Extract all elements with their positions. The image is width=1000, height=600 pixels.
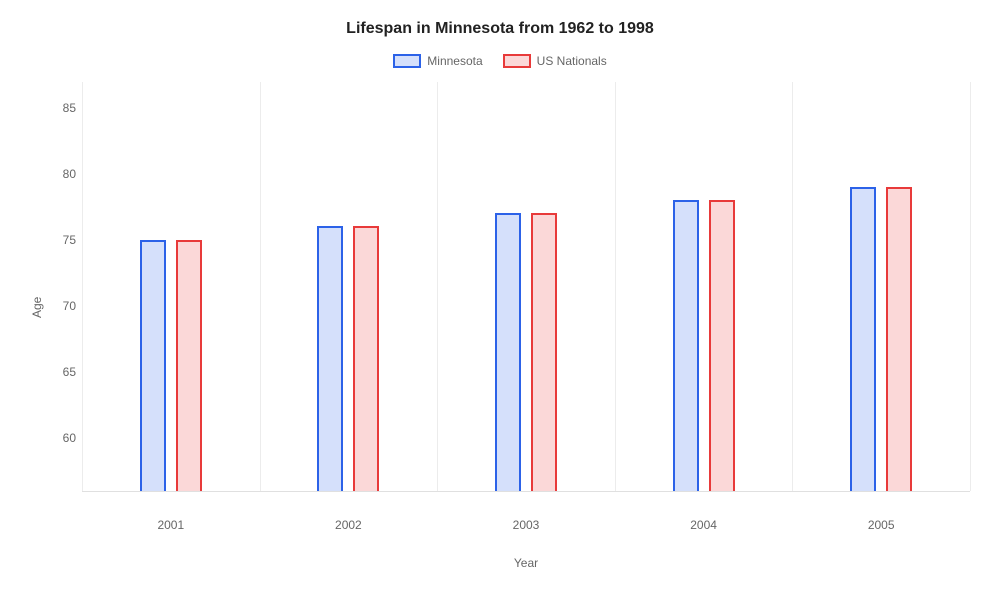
y-tick: 80: [63, 167, 76, 181]
bar-group: [317, 226, 379, 491]
legend-item[interactable]: Minnesota: [393, 54, 482, 68]
y-tick: 70: [63, 299, 76, 313]
bar-group: [850, 187, 912, 491]
bar-group: [673, 200, 735, 491]
x-tick: 2001: [157, 518, 184, 532]
legend-label: Minnesota: [427, 54, 482, 68]
bar[interactable]: [495, 213, 521, 491]
chart-container: Lifespan in Minnesota from 1962 to 1998 …: [0, 0, 1000, 600]
y-tick: 65: [63, 365, 76, 379]
legend-item[interactable]: US Nationals: [503, 54, 607, 68]
x-tick: 2003: [513, 518, 540, 532]
gridline: [82, 82, 83, 491]
x-tick: 2004: [690, 518, 717, 532]
legend-swatch: [393, 54, 421, 68]
bar-group: [140, 240, 202, 491]
bar[interactable]: [886, 187, 912, 491]
chart-title: Lifespan in Minnesota from 1962 to 1998: [30, 20, 970, 38]
y-axis-label: Age: [30, 82, 50, 512]
legend-label: US Nationals: [537, 54, 607, 68]
bars-layer: [82, 82, 970, 491]
bar[interactable]: [317, 226, 343, 491]
bar[interactable]: [140, 240, 166, 491]
bar-group: [495, 213, 557, 491]
bar[interactable]: [176, 240, 202, 491]
legend: Minnesota US Nationals: [30, 54, 970, 68]
plot-wrapper: Age 60 65 70 75 80 85: [30, 82, 970, 512]
plot-area: [82, 82, 970, 492]
y-tick: 60: [63, 431, 76, 445]
y-axis-ticks: 60 65 70 75 80 85: [50, 82, 82, 492]
bar[interactable]: [709, 200, 735, 491]
gridline: [260, 82, 261, 491]
y-tick: 75: [63, 233, 76, 247]
gridline: [970, 82, 971, 491]
x-axis-label: Year: [82, 556, 970, 570]
gridline: [615, 82, 616, 491]
bar[interactable]: [850, 187, 876, 491]
x-axis: 2001 2002 2003 2004 2005: [82, 512, 970, 532]
bar[interactable]: [531, 213, 557, 491]
y-tick: 85: [63, 101, 76, 115]
x-tick: 2002: [335, 518, 362, 532]
legend-swatch: [503, 54, 531, 68]
gridline: [437, 82, 438, 491]
x-tick: 2005: [868, 518, 895, 532]
bar[interactable]: [673, 200, 699, 491]
bar[interactable]: [353, 226, 379, 491]
gridline: [792, 82, 793, 491]
